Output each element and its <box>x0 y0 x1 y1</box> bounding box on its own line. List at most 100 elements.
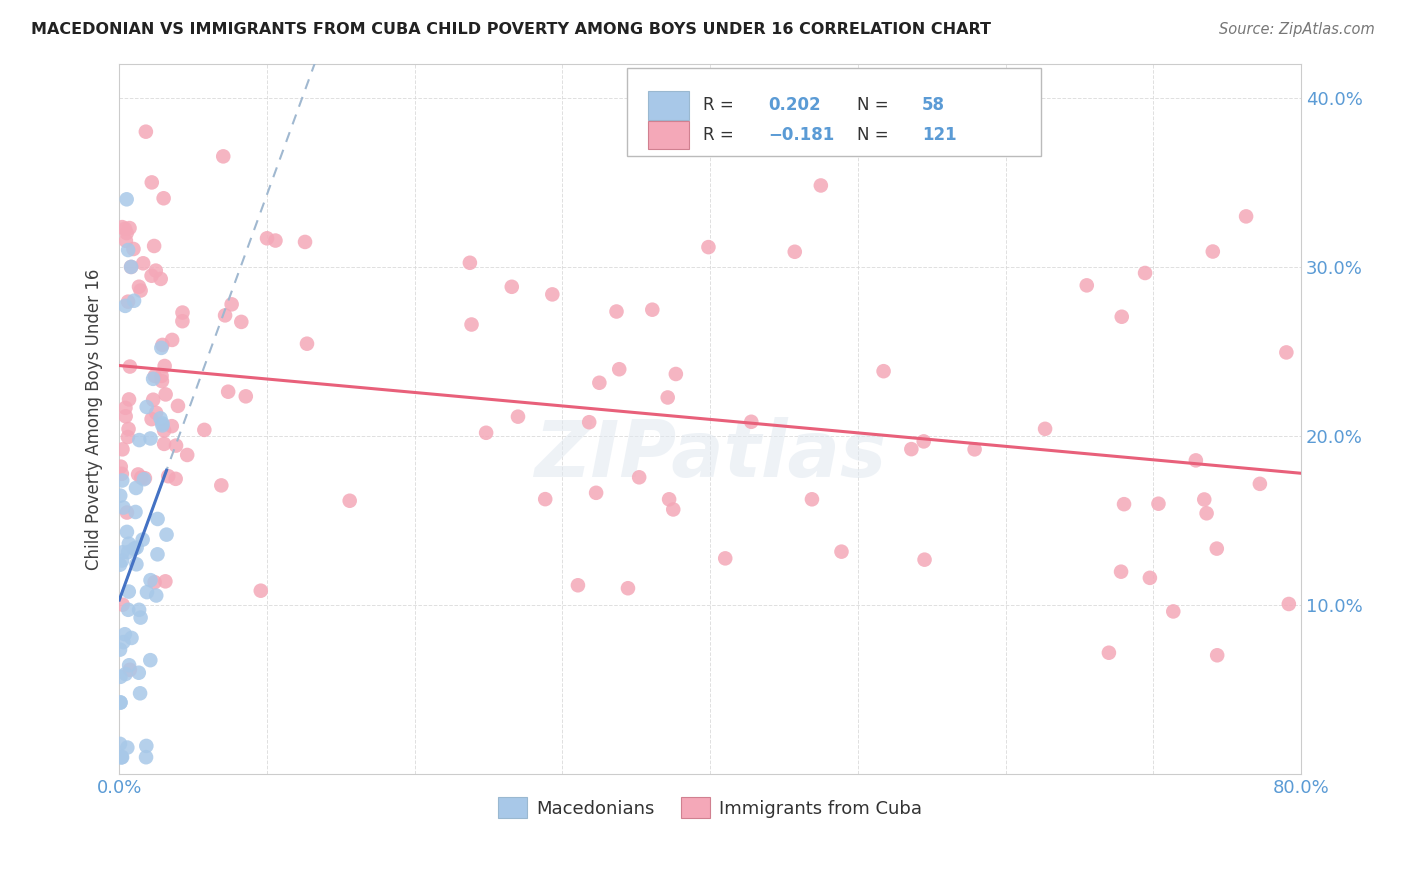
Point <box>142 392 165 407</box>
Point <box>628 470 651 484</box>
Point <box>165 439 187 453</box>
Point <box>120 260 142 274</box>
Point <box>146 547 169 561</box>
Point <box>165 472 187 486</box>
Point <box>129 686 152 700</box>
Point <box>658 492 681 507</box>
Point <box>114 409 136 424</box>
Point <box>114 401 136 415</box>
Point <box>1133 266 1156 280</box>
Point <box>152 191 174 205</box>
Point <box>1098 646 1121 660</box>
FancyBboxPatch shape <box>648 120 689 149</box>
Point <box>135 739 157 753</box>
Point <box>132 256 155 270</box>
Point <box>128 433 150 447</box>
Point <box>657 391 679 405</box>
Point <box>231 315 253 329</box>
Point <box>128 665 150 680</box>
Point <box>578 415 600 429</box>
Point <box>588 376 610 390</box>
Point <box>114 667 136 681</box>
Point <box>264 234 287 248</box>
Point <box>111 474 134 488</box>
Point <box>641 302 664 317</box>
Text: −0.181: −0.181 <box>768 126 834 144</box>
Point <box>143 575 166 590</box>
Point <box>1206 648 1229 663</box>
Point <box>125 558 148 572</box>
Point <box>155 387 177 401</box>
Point <box>115 524 138 539</box>
Point <box>118 221 141 235</box>
Point <box>150 374 173 388</box>
Point <box>134 471 156 485</box>
Point <box>111 598 134 612</box>
Text: 58: 58 <box>922 96 945 114</box>
Point <box>135 400 157 414</box>
Point <box>1202 244 1225 259</box>
Point <box>111 553 134 567</box>
Point <box>256 231 278 245</box>
Text: N =: N = <box>856 96 894 114</box>
Point <box>117 430 139 444</box>
Point <box>145 589 167 603</box>
Point <box>125 481 148 495</box>
Point <box>1161 604 1184 618</box>
Point <box>125 541 148 555</box>
Point <box>714 551 737 566</box>
Point <box>122 293 145 308</box>
Point <box>139 432 162 446</box>
Text: N =: N = <box>856 126 894 144</box>
Point <box>146 512 169 526</box>
Point <box>149 272 172 286</box>
Point <box>295 336 318 351</box>
Point <box>567 578 589 592</box>
Text: 0.202: 0.202 <box>768 96 821 114</box>
Point <box>1109 565 1132 579</box>
Point <box>697 240 720 254</box>
Point <box>141 412 163 426</box>
Point <box>167 399 190 413</box>
Text: Source: ZipAtlas.com: Source: ZipAtlas.com <box>1219 22 1375 37</box>
Point <box>110 695 132 709</box>
Point <box>115 192 138 206</box>
Point <box>249 583 271 598</box>
Point <box>830 544 852 558</box>
Point <box>155 574 177 589</box>
Point <box>1278 597 1301 611</box>
Point <box>143 368 166 383</box>
Point <box>1185 453 1208 467</box>
Point <box>122 242 145 256</box>
Point <box>111 467 134 481</box>
Point <box>150 418 173 433</box>
Point <box>110 750 132 764</box>
Point <box>118 392 141 407</box>
Point <box>605 304 627 318</box>
Point <box>108 558 131 572</box>
Point <box>585 485 607 500</box>
Point <box>1275 345 1298 359</box>
Text: R =: R = <box>703 126 740 144</box>
Point <box>460 318 482 332</box>
Point <box>214 309 236 323</box>
Point <box>117 294 139 309</box>
Point <box>1249 476 1271 491</box>
Point <box>534 492 557 507</box>
Point <box>115 234 138 248</box>
Point <box>152 338 174 352</box>
Point <box>114 299 136 313</box>
Point <box>129 284 152 298</box>
Point <box>1194 492 1216 507</box>
Point <box>221 297 243 311</box>
Point <box>235 389 257 403</box>
FancyBboxPatch shape <box>627 68 1040 156</box>
Point <box>501 280 523 294</box>
Point <box>912 434 935 449</box>
Point <box>1033 422 1056 436</box>
Point <box>475 425 498 440</box>
Point <box>121 631 143 645</box>
Point <box>872 364 894 378</box>
Y-axis label: Child Poverty Among Boys Under 16: Child Poverty Among Boys Under 16 <box>86 268 103 570</box>
Point <box>153 424 176 438</box>
